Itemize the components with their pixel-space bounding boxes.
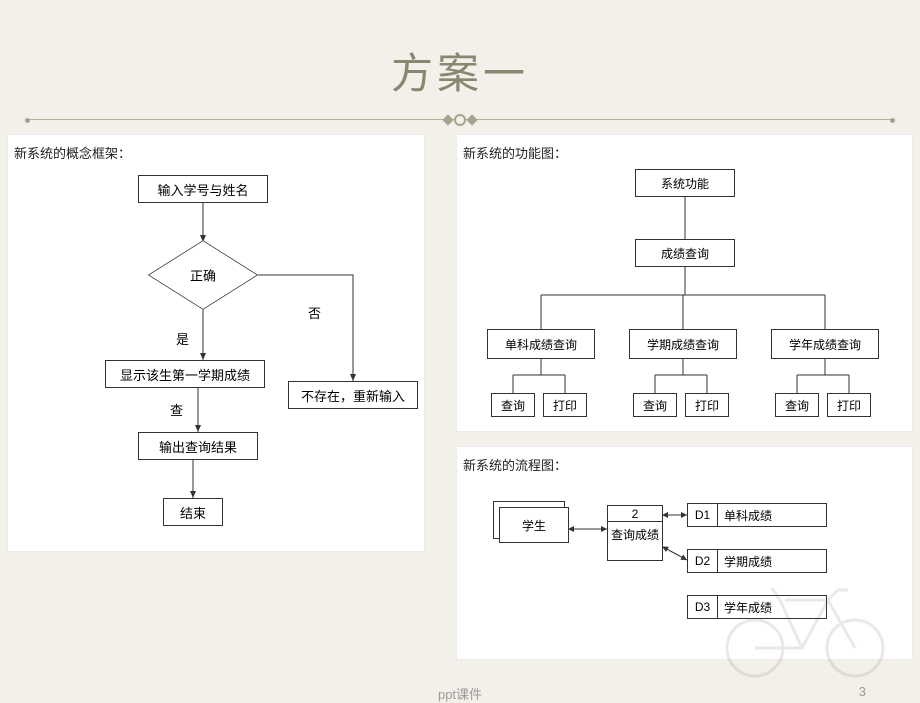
edge-label-query: 查 — [170, 400, 183, 419]
tree-l3-2: 学年成绩查询 — [771, 329, 879, 359]
tree-root: 系统功能 — [635, 169, 735, 197]
edge-label-yes: 是 — [176, 329, 189, 348]
tree-l3-1: 学期成绩查询 — [629, 329, 737, 359]
panel-function-tree: 新系统的功能图： 系统功能 成绩查询 单科成绩查询 学期成绩查询 学年成绩查 — [456, 134, 913, 432]
edge-label-no: 否 — [308, 303, 321, 322]
title-divider — [25, 113, 895, 127]
flow-node-reinput: 不存在，重新输入 — [288, 381, 418, 409]
flow-node-input: 输入学号与姓名 — [138, 175, 268, 203]
dfd-store: D1 单科成绩 — [687, 503, 827, 527]
flow-node-end: 结束 — [163, 498, 223, 526]
tree-leaf: 查询 — [491, 393, 535, 417]
flow-node-decision: 正确 — [148, 240, 258, 310]
tree-leaf: 查询 — [775, 393, 819, 417]
panel-concept-framework: 新系统的概念框架： 输入学号与姓名 正确 是 否 查 显示 — [7, 134, 425, 552]
dfd-external: 学生 — [499, 507, 569, 543]
dfd-lines — [457, 447, 914, 661]
dfd-process: 2 查询成绩 — [607, 505, 663, 561]
slide-title: 方案一 — [0, 40, 920, 101]
page-number: 3 — [859, 684, 866, 699]
panels-container: 新系统的概念框架： 输入学号与姓名 正确 是 否 查 显示 — [7, 134, 913, 662]
tree-leaf: 打印 — [543, 393, 587, 417]
tree-leaf: 查询 — [633, 393, 677, 417]
tree-l2: 成绩查询 — [635, 239, 735, 267]
tree-l3-0: 单科成绩查询 — [487, 329, 595, 359]
flow-node-show: 显示该生第一学期成绩 — [105, 360, 265, 388]
dfd-store: D3 学年成绩 — [687, 595, 827, 619]
footer-text: ppt课件 — [438, 684, 482, 703]
title-area: 方案一 — [0, 0, 920, 127]
flow-node-output: 输出查询结果 — [138, 432, 258, 460]
panel-process-diagram: 新系统的流程图： 学生 2 查询成绩 — [456, 446, 913, 660]
tree-leaf: 打印 — [685, 393, 729, 417]
dfd-store: D2 学期成绩 — [687, 549, 827, 573]
tree-leaf: 打印 — [827, 393, 871, 417]
